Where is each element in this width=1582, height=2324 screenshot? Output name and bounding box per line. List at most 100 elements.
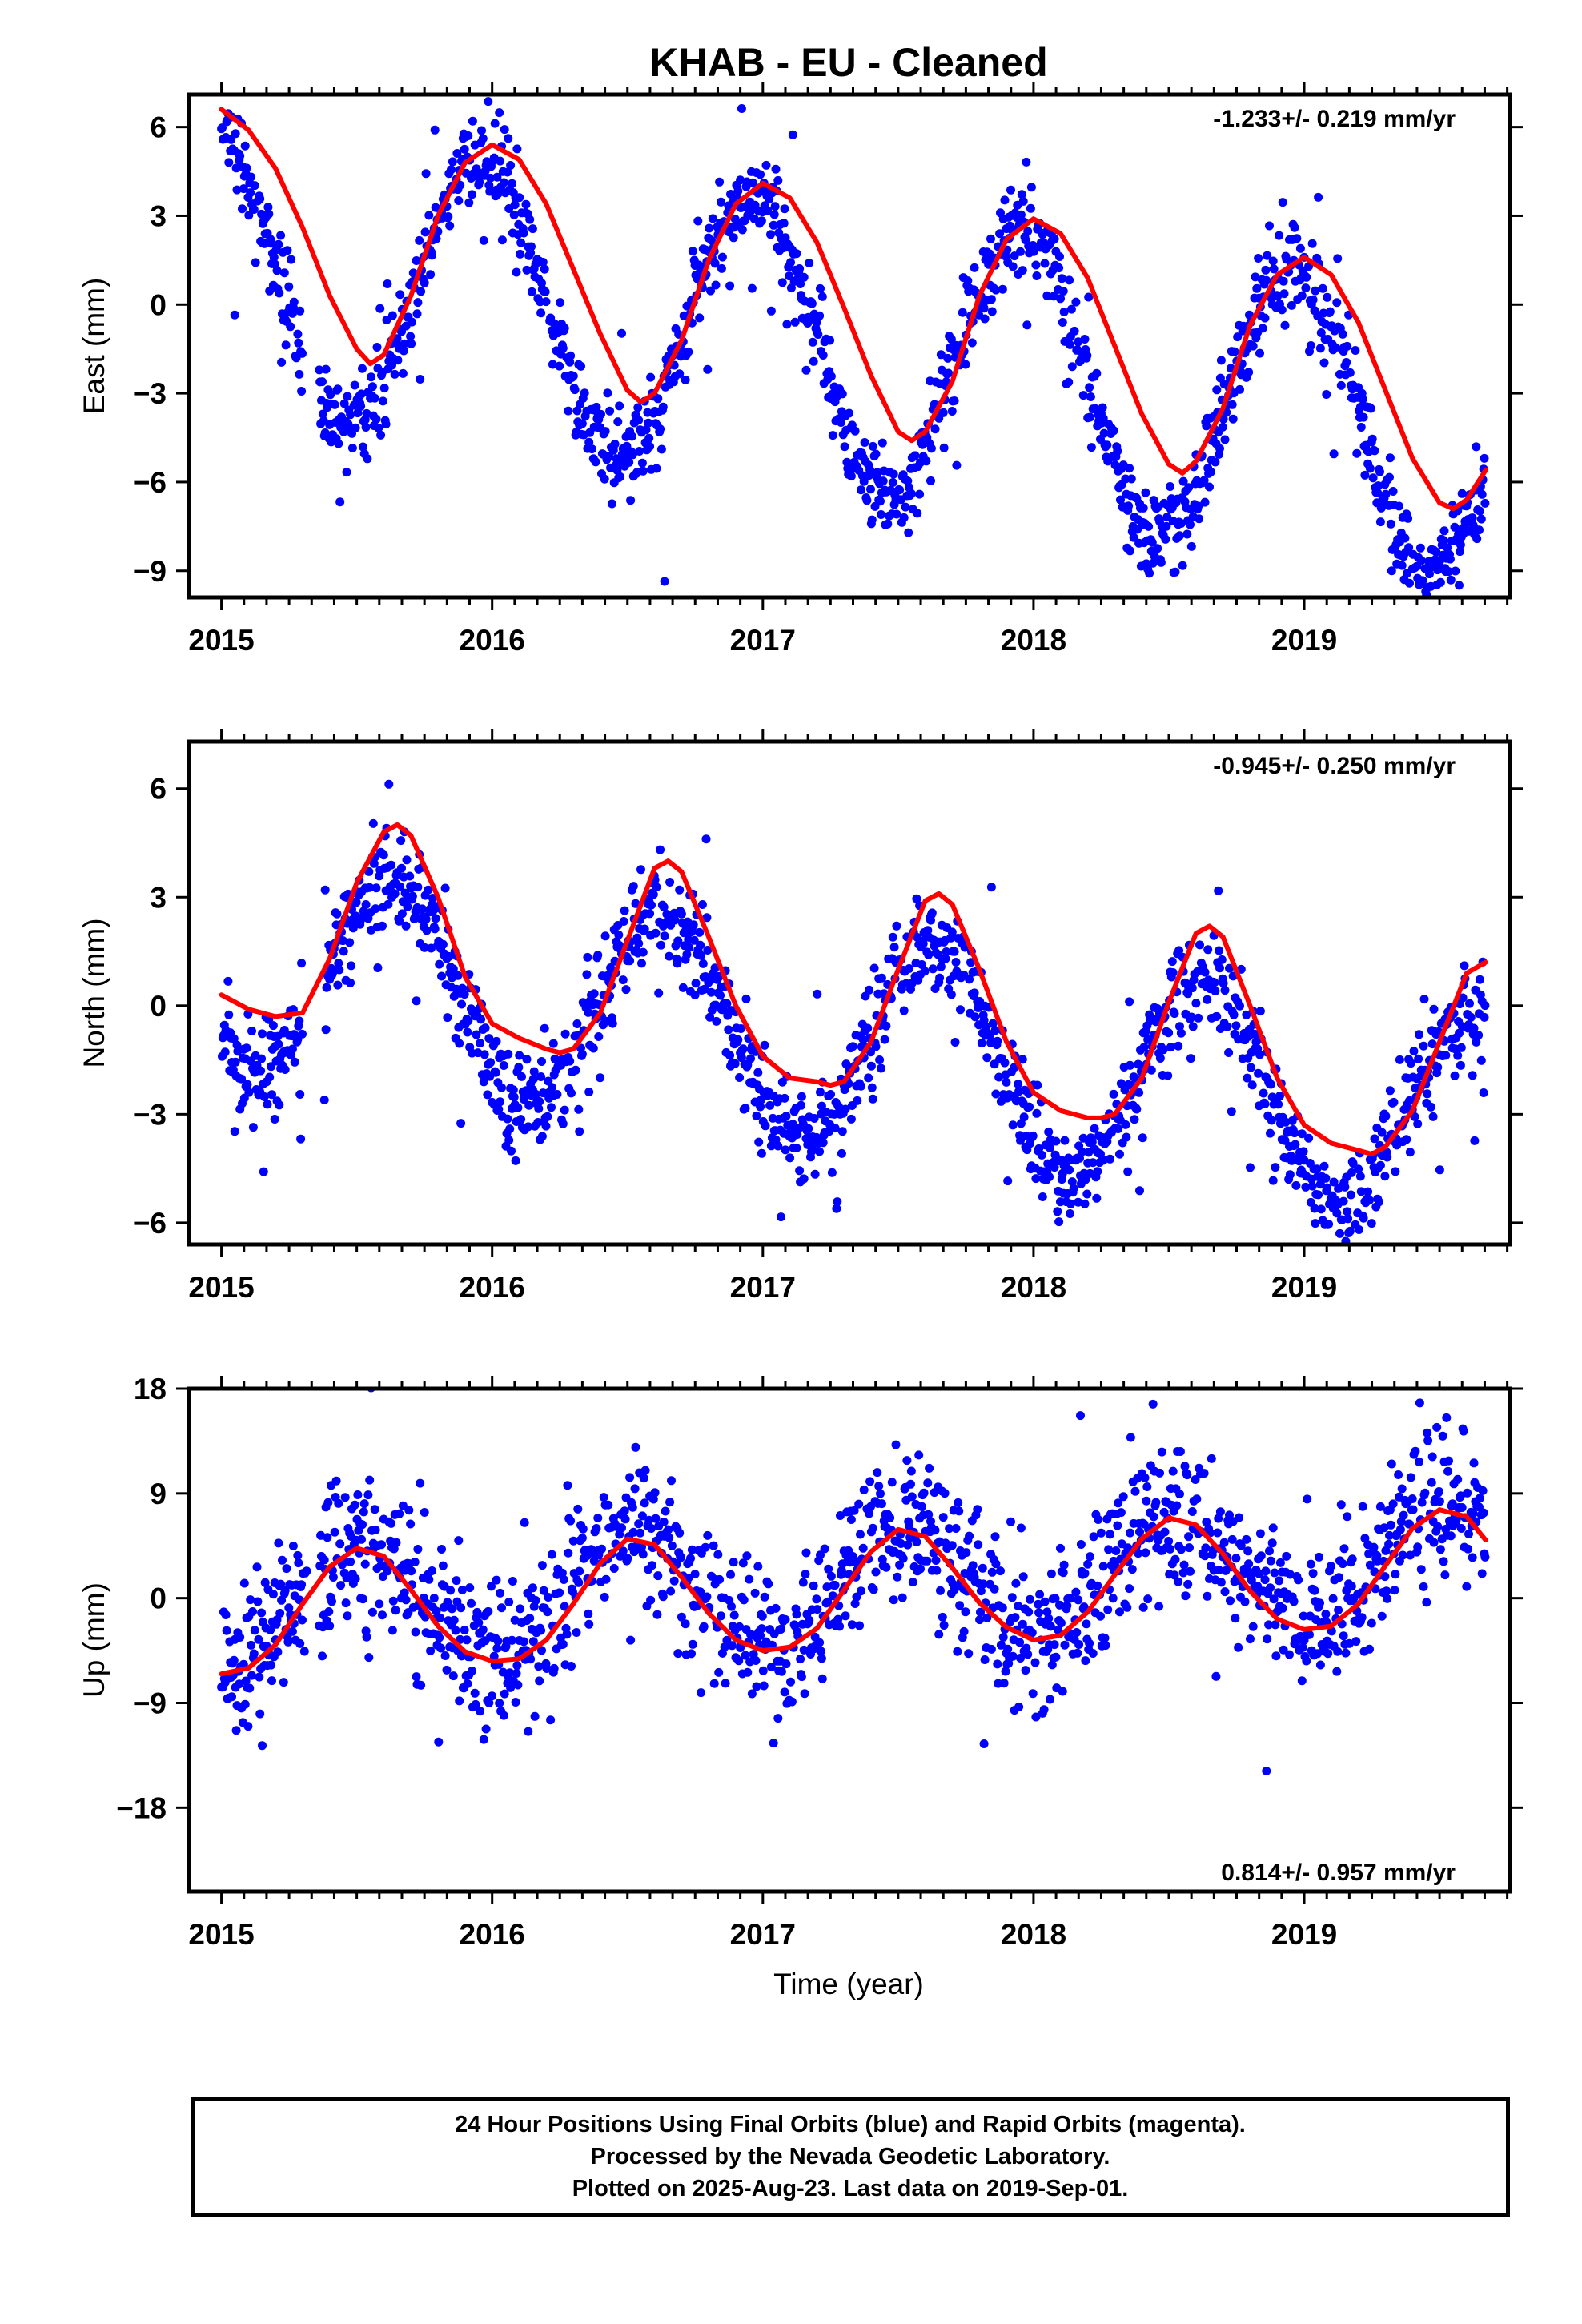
data-point bbox=[1059, 1560, 1069, 1570]
data-point bbox=[939, 1621, 949, 1630]
data-point bbox=[224, 158, 234, 167]
data-point bbox=[638, 1550, 648, 1559]
data-point bbox=[773, 1714, 783, 1723]
data-point bbox=[276, 231, 286, 240]
data-point bbox=[1203, 995, 1212, 1004]
data-point bbox=[357, 389, 366, 399]
data-point bbox=[435, 959, 444, 969]
data-point bbox=[1082, 1189, 1092, 1199]
data-point bbox=[1002, 1077, 1011, 1087]
data-point bbox=[689, 920, 698, 930]
data-point bbox=[248, 1607, 257, 1616]
data-point bbox=[648, 1494, 658, 1504]
data-point bbox=[1080, 1199, 1090, 1208]
data-point bbox=[1366, 404, 1375, 413]
data-point bbox=[982, 1053, 992, 1063]
data-point bbox=[817, 1647, 825, 1656]
data-point bbox=[1343, 1207, 1352, 1216]
data-point bbox=[450, 64, 459, 73]
data-point bbox=[658, 1592, 668, 1602]
data-point bbox=[1245, 310, 1254, 320]
data-point bbox=[1268, 256, 1278, 266]
data-point bbox=[1109, 1089, 1118, 1099]
data-point bbox=[805, 1615, 814, 1625]
data-point bbox=[1475, 525, 1484, 535]
y-tick-label: −9 bbox=[133, 555, 167, 588]
data-point bbox=[1212, 385, 1222, 395]
data-point bbox=[283, 1637, 293, 1647]
data-point bbox=[277, 1595, 287, 1605]
data-point bbox=[1078, 391, 1088, 400]
data-point bbox=[991, 1559, 1001, 1569]
data-point bbox=[1233, 332, 1243, 342]
data-point bbox=[505, 1668, 515, 1678]
data-point bbox=[240, 1699, 250, 1709]
data-point bbox=[661, 1506, 670, 1516]
data-point bbox=[866, 485, 875, 494]
data-point bbox=[1375, 1197, 1383, 1207]
data-point bbox=[250, 181, 259, 191]
data-point bbox=[905, 964, 914, 973]
data-point bbox=[522, 1055, 532, 1064]
data-point bbox=[504, 1049, 513, 1059]
data-point bbox=[818, 1138, 828, 1148]
data-point bbox=[1439, 536, 1448, 545]
data-point bbox=[1018, 266, 1027, 275]
data-point bbox=[524, 1100, 534, 1110]
data-point bbox=[584, 1619, 594, 1629]
data-point bbox=[1093, 1167, 1102, 1176]
data-point bbox=[293, 1550, 303, 1560]
data-point bbox=[597, 1544, 606, 1554]
data-point bbox=[951, 1524, 961, 1533]
data-point bbox=[512, 1661, 522, 1671]
data-point bbox=[1113, 1521, 1122, 1530]
data-point bbox=[979, 1739, 989, 1748]
data-point bbox=[1000, 1058, 1010, 1068]
data-point bbox=[1123, 1543, 1133, 1553]
data-point bbox=[935, 973, 945, 983]
data-point bbox=[442, 1665, 452, 1675]
data-point bbox=[1370, 1134, 1379, 1144]
data-point bbox=[478, 134, 488, 143]
data-point bbox=[1336, 380, 1346, 390]
data-point bbox=[1439, 1557, 1448, 1566]
data-point bbox=[1455, 581, 1464, 590]
data-point bbox=[527, 287, 536, 296]
data-point bbox=[473, 1048, 483, 1058]
data-point bbox=[462, 1635, 472, 1645]
data-point bbox=[516, 1604, 525, 1614]
data-point bbox=[991, 285, 1001, 295]
data-point bbox=[1139, 1043, 1149, 1052]
data-point bbox=[1377, 1128, 1387, 1137]
data-point bbox=[1134, 1088, 1144, 1097]
data-point bbox=[634, 939, 644, 948]
data-point bbox=[756, 170, 765, 179]
data-point bbox=[335, 1539, 345, 1549]
data-point bbox=[665, 1498, 675, 1507]
data-point bbox=[547, 1103, 556, 1112]
data-point bbox=[1008, 1651, 1018, 1661]
data-point bbox=[1122, 1132, 1131, 1142]
data-point bbox=[660, 931, 669, 941]
data-point bbox=[1405, 578, 1414, 588]
data-point bbox=[387, 860, 396, 870]
data-point bbox=[926, 444, 936, 453]
data-point bbox=[379, 850, 388, 860]
data-point bbox=[745, 1574, 754, 1584]
data-point bbox=[893, 1572, 902, 1582]
data-point bbox=[379, 384, 389, 393]
data-point bbox=[1443, 1466, 1453, 1476]
data-point bbox=[877, 1063, 885, 1073]
data-point bbox=[705, 223, 714, 233]
data-point bbox=[324, 1607, 334, 1616]
data-point bbox=[1034, 1608, 1044, 1618]
data-point bbox=[1027, 1628, 1037, 1638]
data-point bbox=[555, 361, 564, 371]
data-point bbox=[375, 304, 385, 313]
data-point bbox=[1383, 1594, 1392, 1603]
data-point bbox=[1125, 997, 1134, 1007]
data-point bbox=[1347, 1582, 1356, 1591]
data-point bbox=[1054, 1626, 1063, 1634]
data-point bbox=[652, 1610, 662, 1619]
data-point bbox=[936, 962, 946, 971]
